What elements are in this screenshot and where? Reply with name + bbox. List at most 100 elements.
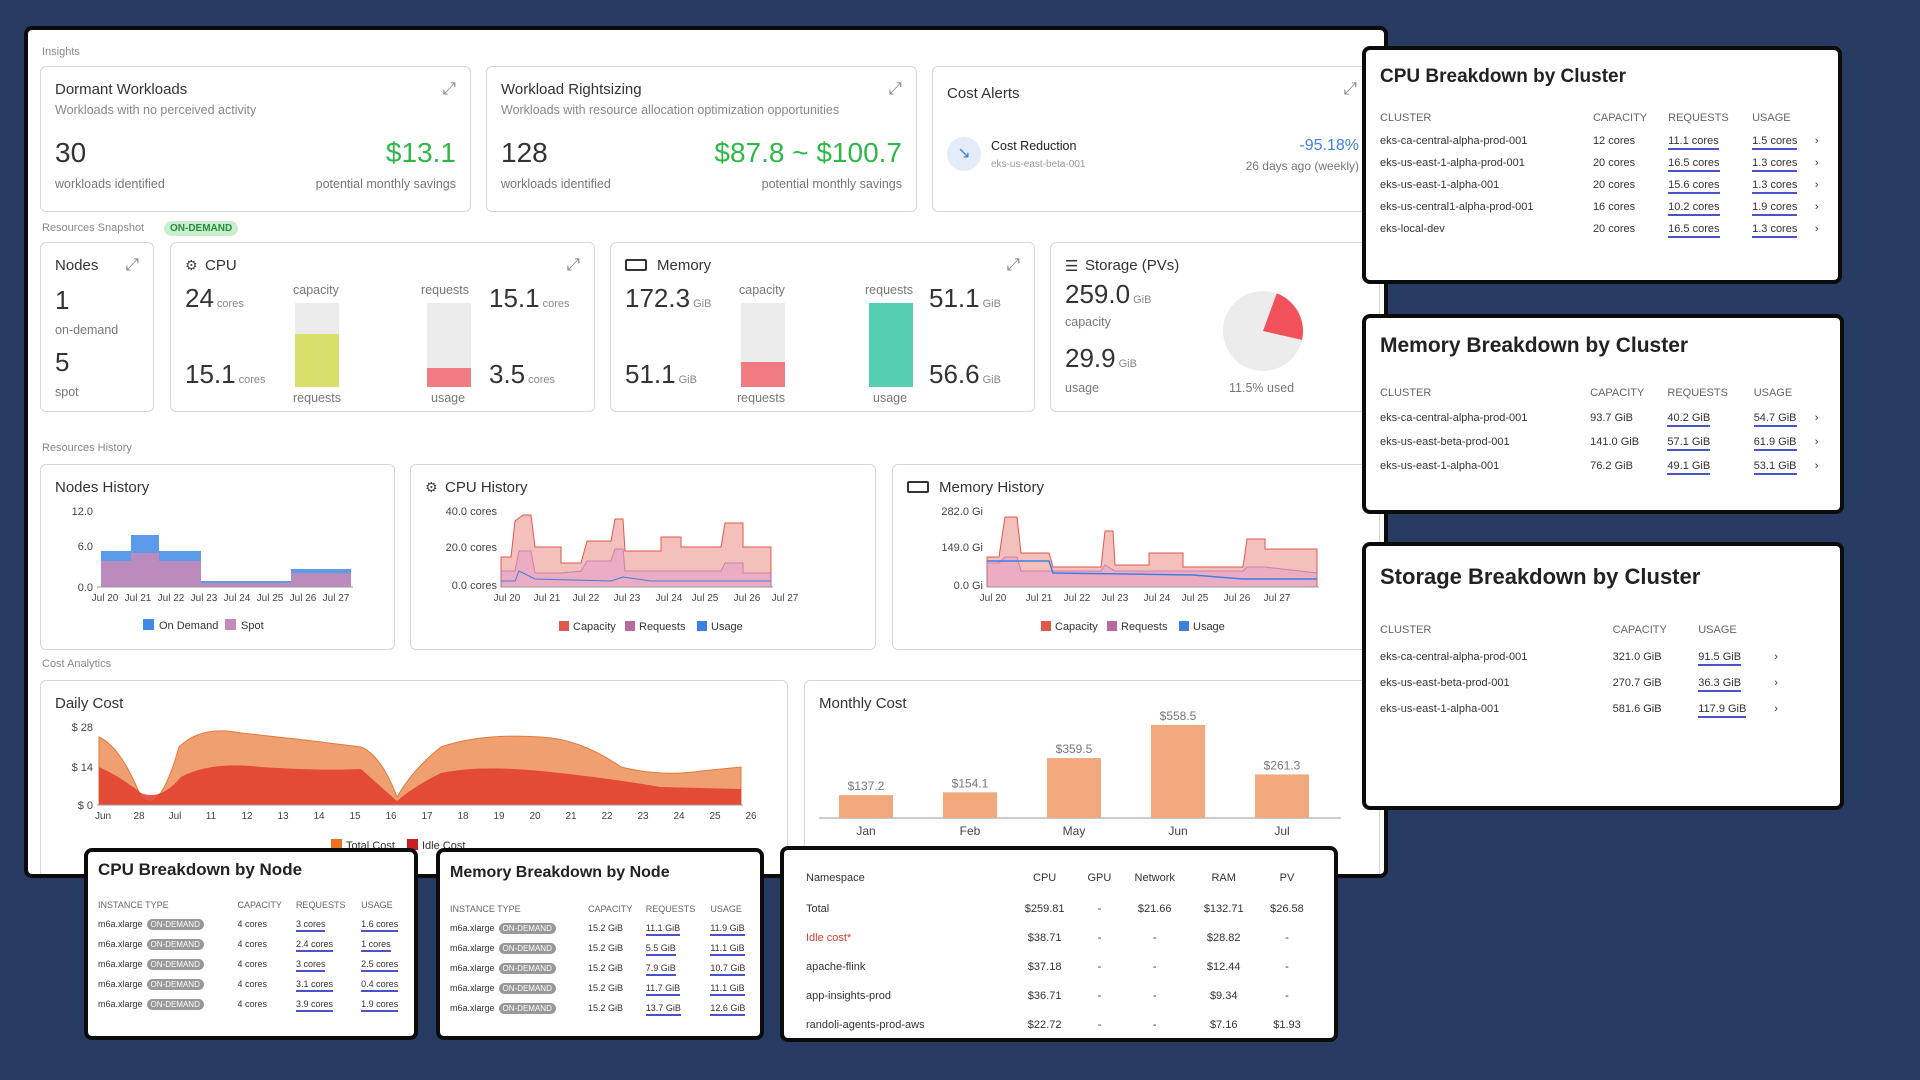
table-row[interactable]: eks-local-dev 20 cores 16.5 cores 1.3 cores… — [1380, 218, 1820, 240]
table-row[interactable]: eks-us-east-beta-prod-001 270.7 GiB 36.3 G… — [1380, 670, 1780, 696]
table-cell: Idle cost* — [806, 931, 852, 944]
chevron-right-icon[interactable]: › — [1774, 677, 1778, 689]
table-cell: m6a.xlarge ON-DEMAND — [450, 938, 588, 958]
y-tick: $ 0 — [78, 800, 93, 812]
chevron-right-icon[interactable]: › — [1814, 179, 1819, 191]
table-cell: 61.9 GiB — [1753, 430, 1815, 454]
table-cell: $132.71 — [1203, 902, 1244, 915]
table-row[interactable]: apache-flink $37.18 - - $12.44 - — [806, 952, 1316, 981]
x-tick: Jul 25 — [1182, 593, 1209, 604]
memory-capacity: 172.3 GiB — [625, 283, 712, 313]
table-row[interactable]: m6a.xlarge ON-DEMAND 4 cores 3 cores 1.6 cor… — [98, 914, 410, 934]
ondemand-badge: ON-DEMAND — [498, 1002, 556, 1014]
table-row[interactable]: m6a.xlarge ON-DEMAND 4 cores 3.9 cores 1.9 c… — [98, 994, 410, 1014]
expand-icon[interactable]: ⤢ — [1343, 79, 1357, 98]
memory-history-card[interactable]: Memory History 282.0 Gi 149.0 Gi 0.0 Gi … — [892, 464, 1380, 650]
expand-icon[interactable]: ⤢ — [888, 79, 902, 98]
monthly-cost-card[interactable]: Monthly Cost $137.2 Jan $154.1 Feb $359.5 May… — [804, 680, 1380, 874]
table-cell: - — [1152, 989, 1157, 1002]
requests-label: requests — [293, 391, 341, 405]
table-row[interactable]: eks-ca-central-alpha-prod-001 93.7 GiB 40.… — [1380, 406, 1820, 430]
chevron-right-icon[interactable]: › — [1774, 703, 1778, 715]
storage-card[interactable]: Storage (PVs) ☰ 259.0 GiB capacity 29.9 Gi… — [1050, 242, 1380, 412]
expand-icon[interactable]: ⤢ — [1006, 255, 1020, 274]
memory-card[interactable]: Memory ⤢ 172.3 GiB 51.1 GiB capacity reque… — [610, 242, 1035, 412]
table-row[interactable]: m6a.xlarge ON-DEMAND 4 cores 2.4 cores 1 cor… — [98, 934, 410, 954]
table-row[interactable]: m6a.xlarge ON-DEMAND 4 cores 3 cores 2.5 cor… — [98, 954, 410, 974]
expand-icon[interactable]: ⤢ — [125, 255, 139, 274]
bar-feb — [943, 792, 997, 818]
table-cell: 12 cores — [1592, 135, 1636, 147]
table-cell: 16 cores — [1592, 201, 1636, 213]
card-title: CPU History — [445, 479, 528, 496]
x-tick: Jul 26 — [1224, 593, 1251, 604]
chevron-right-icon[interactable]: › — [1814, 223, 1819, 235]
table-row[interactable]: m6a.xlarge ON-DEMAND 15.2 GiB 13.7 GiB 12.6 … — [450, 998, 756, 1018]
y-tick: 282.0 Gi — [941, 506, 983, 518]
table-cell: 15.2 GiB — [588, 923, 624, 933]
legend-swatch-requests — [1107, 621, 1117, 631]
dormant-workloads-card[interactable]: Dormant Workloads Workloads with no perc… — [40, 66, 471, 212]
x-tick: Jul — [1274, 824, 1289, 838]
chevron-right-icon[interactable]: › — [1774, 651, 1778, 663]
cpu-request-bar — [295, 303, 339, 387]
card-title: Workload Rightsizing — [501, 81, 642, 98]
table-row[interactable]: m6a.xlarge ON-DEMAND 15.2 GiB 11.7 GiB 11.1 … — [450, 978, 756, 998]
cpu-allocated: 15.1 cores — [185, 359, 266, 389]
nodes-card[interactable]: Nodes ⤢ 1 on-demand 5 spot — [40, 242, 154, 412]
col-header: CLUSTER — [1380, 624, 1432, 636]
workload-rightsizing-card[interactable]: Workload Rightsizing Workloads with reso… — [486, 66, 917, 212]
daily-cost-card[interactable]: Daily Cost $ 28 $ 14 $ 0 Jun 28 Jul 11 1… — [40, 680, 788, 874]
table-row[interactable]: eks-us-east-1-alpha-001 20 cores 15.6 core… — [1380, 174, 1820, 196]
chevron-right-icon[interactable]: › — [1814, 135, 1819, 147]
legend-swatch-capacity — [559, 621, 569, 631]
chevron-right-icon[interactable]: › — [1814, 412, 1819, 424]
table-row[interactable]: eks-us-east-1-alpha-001 76.2 GiB 49.1 GiB 5… — [1380, 454, 1820, 478]
table-cell: 93.7 GiB — [1590, 412, 1633, 424]
bar-value-label: $137.2 — [848, 779, 885, 793]
table-cell: eks-us-east-1-alpha-001 — [1380, 460, 1500, 472]
table-row[interactable]: randoli-agents-prod-aws $22.72 - - $7.16 $1.9… — [806, 1010, 1316, 1039]
usage-label: usage — [1065, 381, 1100, 395]
chevron-right-icon[interactable]: › — [1814, 201, 1819, 213]
nodes-history-chart: 12.0 6.0 0.0 Jul 20 Jul 21 Jul 22 Jul 23… — [72, 506, 353, 632]
table-cell: m6a.xlarge ON-DEMAND — [98, 914, 238, 934]
table-cell: 7.9 GiB — [645, 958, 711, 978]
table-row[interactable]: Total $259.81 - $21.66 $132.71 $26.58 — [806, 894, 1316, 923]
table-cell: apache-flink — [806, 960, 866, 973]
col-header: Network — [1134, 872, 1175, 884]
table-row[interactable]: eks-ca-central-alpha-prod-001 321.0 GiB 91… — [1380, 644, 1780, 670]
table-cell: eks-local-dev — [1380, 223, 1445, 235]
table-row[interactable]: m6a.xlarge ON-DEMAND 15.2 GiB 7.9 GiB 10.7 G… — [450, 958, 756, 978]
table-row[interactable]: eks-ca-central-alpha-prod-001 12 cores 11.… — [1380, 130, 1820, 152]
col-header: CAPACITY — [1592, 112, 1648, 124]
workload-count-label: workloads identified — [55, 177, 165, 191]
table-row[interactable]: m6a.xlarge ON-DEMAND 15.2 GiB 5.5 GiB 11.1 G… — [450, 938, 756, 958]
chevron-right-icon[interactable]: › — [1814, 460, 1819, 472]
expand-icon[interactable]: ⤢ — [566, 255, 580, 274]
table-row[interactable]: eks-us-central1-alpha-prod-001 16 cores 10… — [1380, 196, 1820, 218]
ondemand-badge: ON-DEMAND — [164, 218, 239, 236]
chevron-right-icon[interactable]: › — [1814, 157, 1819, 169]
x-tick: Jul 27 — [1264, 593, 1291, 604]
table-row[interactable]: Idle cost* $38.71 - - $28.82 - — [806, 923, 1316, 952]
table-row[interactable]: eks-us-east-beta-prod-001 141.0 GiB 57.1 G… — [1380, 430, 1820, 454]
legend-ondemand: On Demand — [159, 620, 218, 632]
cost-alerts-card[interactable]: Cost Alerts ⤢ ↘ Cost Reduction eks-us-ea… — [932, 66, 1372, 212]
usage-label: usage — [431, 391, 466, 405]
cpu-history-card[interactable]: CPU History ⚙ 40.0 cores 20.0 cores 0.0 … — [410, 464, 876, 650]
table-row[interactable]: m6a.xlarge ON-DEMAND 4 cores 3.1 cores 0.4 c… — [98, 974, 410, 994]
card-title: CPU — [205, 257, 237, 274]
table-row[interactable]: m6a.xlarge ON-DEMAND 15.2 GiB 11.1 GiB 11.9 … — [450, 918, 756, 938]
chevron-right-icon[interactable]: › — [1814, 436, 1819, 448]
expand-icon[interactable]: ⤢ — [442, 79, 456, 98]
nodes-history-card[interactable]: Nodes History 12.0 6.0 0.0 Jul 20 Jul 21… — [40, 464, 395, 650]
table-cell: eks-ca-central-alpha-prod-001 — [1380, 651, 1528, 663]
table-row[interactable]: eks-us-east-1-alpha-001 581.6 GiB 117.9 Gi… — [1380, 696, 1780, 722]
table-row[interactable]: app-insights-prod $36.71 - - $9.34 - — [806, 981, 1316, 1010]
cpu-card[interactable]: CPU ⚙ ⤢ 24 cores 15.1 cores capacity reque… — [170, 242, 595, 412]
table-cell: - — [1097, 960, 1102, 973]
alert-cluster: eks-us-east-beta-001 — [991, 159, 1086, 170]
table-row[interactable]: eks-us-east-1-alpha-prod-001 20 cores 16.5… — [1380, 152, 1820, 174]
table-cell: 1.9 cores — [361, 994, 410, 1014]
